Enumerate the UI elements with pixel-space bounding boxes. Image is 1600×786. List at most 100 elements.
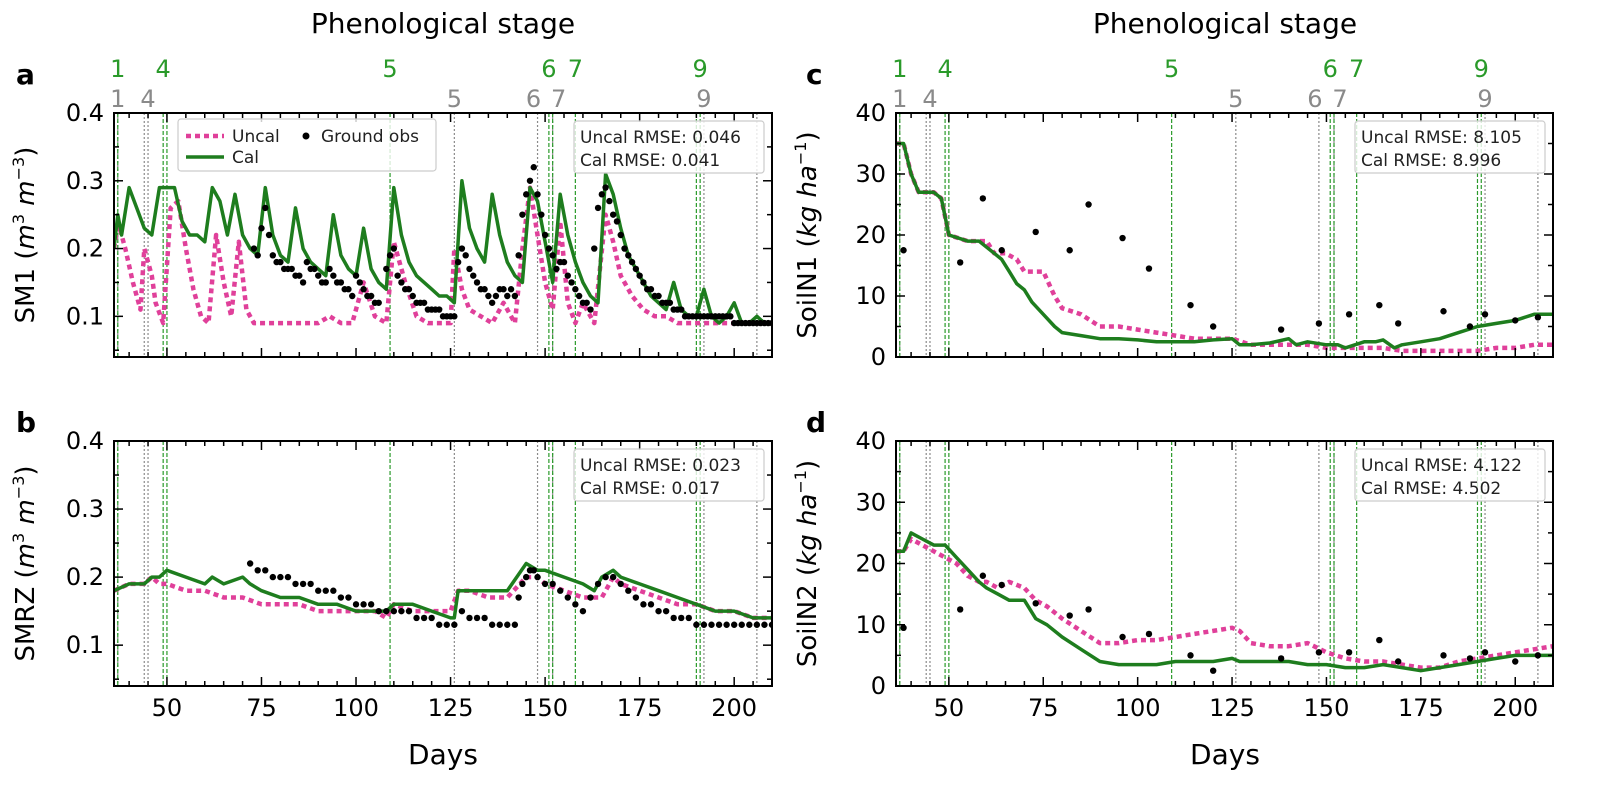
obs-point — [375, 607, 382, 615]
rmse-box — [1354, 448, 1546, 502]
legend-obs-label: Ground obs — [321, 127, 419, 147]
stage-label-green: 1 — [110, 55, 125, 83]
legend-box — [177, 118, 437, 172]
y-label-exp-2: −1 — [791, 470, 810, 494]
obs-point — [1534, 652, 1542, 659]
y-label-unit-1: m — [11, 224, 41, 249]
y-label-main: SoilN2 ( — [793, 566, 823, 667]
legend-cal-label: Cal — [232, 148, 259, 168]
x-tick-label: 200 — [1492, 694, 1538, 722]
x-tick-label: 175 — [617, 694, 663, 722]
obs-point — [398, 607, 405, 615]
obs-point — [458, 607, 466, 615]
obs-point — [277, 258, 284, 266]
obs-point — [473, 614, 481, 622]
stage-label-gray: 6 — [1307, 85, 1322, 113]
obs-point — [613, 218, 621, 225]
obs-point — [727, 313, 734, 320]
obs-point — [246, 560, 254, 567]
y-label-unit-1: kg — [793, 206, 823, 238]
y-tick-label: 40 — [855, 99, 886, 127]
xlabel-left: Days — [408, 738, 478, 771]
y-axis-label: SoilN1 (kg ha−1) — [791, 131, 823, 338]
y-axis-label: SMRZ (m3 m−3) — [9, 465, 41, 661]
y-tick-label: 0.3 — [66, 495, 104, 523]
obs-point — [485, 292, 492, 300]
stage-label-green: 9 — [693, 55, 708, 83]
uncal-line — [114, 574, 772, 621]
rmse-uncal-text: Uncal RMSE: 0.046 — [580, 128, 741, 148]
x-tick-label: 200 — [711, 694, 757, 722]
rmse-cal-text: Cal RMSE: 0.017 — [580, 479, 720, 499]
obs-point — [538, 211, 545, 218]
stage-label-gray: 9 — [696, 85, 711, 113]
axes-frame-a — [113, 112, 773, 358]
obs-point — [530, 164, 537, 171]
obs-point — [549, 580, 556, 588]
obs-point — [277, 573, 284, 581]
y-label-close: ) — [793, 131, 823, 141]
legend-obs-swatch — [302, 132, 310, 140]
obs-point — [420, 299, 428, 306]
obs-point — [534, 573, 541, 581]
obs-point — [579, 607, 587, 615]
y-tick-label: 0.1 — [66, 631, 104, 659]
obs-point — [269, 573, 277, 581]
obs-point — [1376, 301, 1383, 309]
obs-point — [557, 587, 564, 594]
obs-point — [394, 272, 401, 279]
obs-point — [511, 292, 519, 300]
stage-label-gray: 5 — [447, 85, 462, 113]
y-label-unit-1: m — [11, 543, 41, 568]
obs-point — [617, 580, 624, 588]
obs-point — [591, 245, 598, 252]
y-tick-label: 0.4 — [66, 99, 104, 127]
rmse-box — [573, 448, 765, 502]
obs-point — [572, 286, 579, 293]
obs-point — [451, 313, 458, 320]
y-label-exp-1: 3 — [9, 214, 28, 224]
obs-point — [443, 621, 450, 628]
y-label-exp-2: −3 — [9, 476, 28, 500]
legend-uncal-label: Uncal — [232, 127, 280, 147]
stage-label-green: 5 — [382, 55, 397, 83]
obs-point — [1032, 228, 1039, 236]
obs-point — [617, 231, 624, 239]
obs-point — [307, 580, 314, 588]
xlabel-right: Days — [1190, 738, 1260, 771]
obs-point — [258, 225, 265, 232]
panel-d: 50 75 100 125 150 175 200 0 10 20 30 40 SoilN2 (kg h… — [791, 427, 1554, 722]
obs-point — [900, 247, 907, 254]
y-label-unit-2: ha — [793, 494, 823, 535]
obs-point — [367, 292, 375, 300]
rmse-uncal-text: Uncal RMSE: 4.122 — [1361, 456, 1522, 476]
obs-point — [507, 286, 515, 293]
panel-letter-b: b — [16, 406, 36, 439]
obs-point — [640, 279, 647, 286]
stage-label-green: 7 — [1349, 55, 1364, 83]
stage-label-gray: 7 — [1332, 85, 1347, 113]
obs-point — [685, 614, 693, 622]
rmse-uncal-text: Uncal RMSE: 0.023 — [580, 456, 741, 476]
obs-point — [492, 292, 500, 300]
obs-point — [632, 265, 640, 273]
y-label-close: ) — [11, 465, 41, 475]
obs-point — [356, 279, 364, 286]
y-axis-label: SoilN2 (kg ha−1) — [791, 460, 823, 667]
panel-letter-c: c — [806, 58, 823, 91]
x-tick-label: 125 — [428, 694, 474, 722]
stage-label-green: 9 — [1474, 55, 1489, 83]
obs-point — [956, 259, 964, 266]
obs-point — [1466, 323, 1474, 330]
obs-point — [568, 279, 575, 286]
obs-point — [519, 211, 526, 218]
y-tick-label: 30 — [855, 488, 886, 516]
stage-label-gray: 1 — [110, 85, 125, 113]
uncal-line — [896, 536, 1553, 670]
obs-point — [666, 299, 674, 306]
obs-point — [315, 272, 322, 279]
obs-point — [337, 279, 345, 286]
y-label-exp-2: −1 — [791, 142, 810, 166]
obs-point — [1032, 600, 1039, 607]
obs-point — [299, 580, 307, 588]
